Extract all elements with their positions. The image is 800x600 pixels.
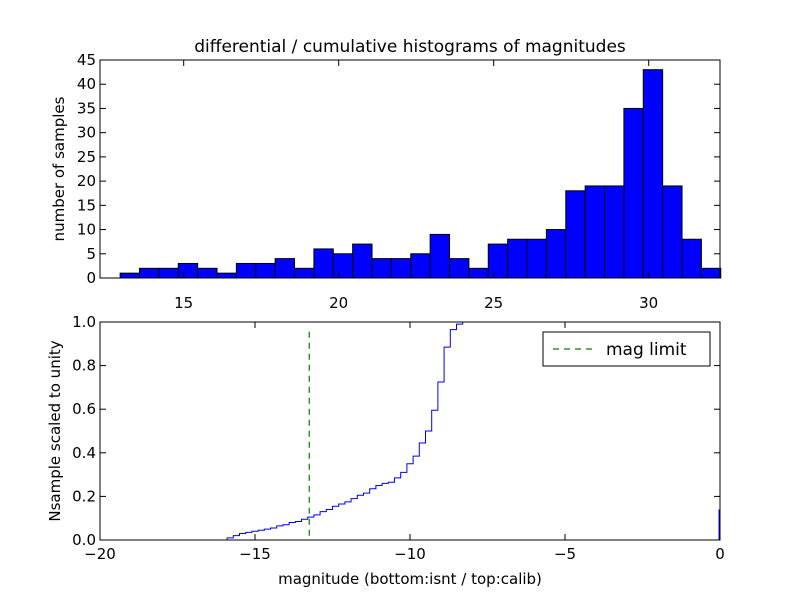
histogram-bar — [216, 272, 237, 279]
bottom-ytick-label: 1.0 — [72, 313, 96, 331]
histogram-bar — [139, 267, 160, 279]
histogram-bar — [604, 185, 625, 279]
top-ytick-label: 10 — [77, 221, 96, 239]
histogram-bar — [642, 69, 664, 279]
histogram-bar — [255, 262, 276, 279]
histogram-bar — [681, 238, 702, 279]
top-ylabel: number of samples — [50, 96, 68, 241]
bottom-ticks: 0.0 0.2 0.4 0.6 0.8 1.0 −20 −15 −10 −5 0 — [72, 313, 725, 563]
histogram-bar — [700, 267, 722, 279]
histogram-bar — [390, 258, 412, 279]
bottom-ytick-label: 0.0 — [72, 531, 96, 549]
histogram-bar — [352, 243, 373, 279]
top-ticks: 0 5 10 15 20 25 30 35 40 45 15 20 25 30 — [77, 51, 720, 312]
histogram-bar — [526, 238, 547, 279]
legend-entry-mag-limit: mag limit — [606, 340, 687, 360]
histogram-bar — [294, 267, 315, 279]
histogram-bar — [468, 267, 489, 279]
histogram-bar — [410, 253, 431, 279]
legend: mag limit — [542, 331, 711, 367]
bottom-xtick-label: −10 — [394, 545, 426, 563]
top-ytick-label: 20 — [77, 172, 96, 190]
top-ytick-label: 35 — [77, 99, 96, 117]
bottom-lines — [100, 321, 720, 541]
bottom-ytick-label: 0.2 — [72, 487, 96, 505]
histogram-bar — [545, 229, 567, 279]
top-ytick-label: 30 — [77, 124, 96, 142]
top-ytick-label: 40 — [77, 75, 96, 93]
top-bars — [119, 69, 722, 279]
bottom-xtick-label: −5 — [554, 545, 576, 563]
histogram-bar — [119, 272, 141, 279]
legend-box — [542, 331, 711, 367]
histogram-bar — [507, 238, 528, 279]
bottom-xtick-label: −20 — [84, 545, 116, 563]
cumulative-step-line — [100, 321, 472, 541]
histogram-bar — [584, 185, 606, 279]
histogram-bar — [429, 233, 451, 279]
top-ytick-label: 5 — [86, 245, 96, 263]
bottom-ylabel: Nsample scaled to unity — [46, 340, 64, 521]
histogram-bar — [449, 258, 470, 279]
top-xtick-label: 25 — [484, 294, 503, 312]
top-xtick-label: 15 — [174, 294, 193, 312]
histogram-bar — [313, 248, 334, 279]
histogram-bar — [623, 107, 644, 279]
histogram-bar — [565, 190, 586, 279]
histogram-bar — [371, 258, 392, 279]
bottom-xlabel: magnitude (bottom:isnt / top:calib) — [278, 570, 542, 588]
histogram-bar — [332, 253, 354, 279]
top-histogram-panel: differential / cumulative histograms of … — [50, 37, 722, 312]
top-ytick-label: 0 — [86, 269, 96, 287]
histogram-bar — [177, 262, 199, 279]
top-ytick-label: 15 — [77, 196, 96, 214]
bottom-xtick-label: 0 — [715, 545, 725, 563]
histogram-bar — [662, 185, 683, 279]
histogram-bar — [274, 258, 296, 279]
histogram-bar — [158, 267, 179, 279]
bottom-ytick-label: 0.6 — [72, 400, 96, 418]
histogram-bar — [487, 243, 509, 279]
bottom-ytick-label: 0.8 — [72, 357, 96, 375]
top-ytick-label: 25 — [77, 148, 96, 166]
bottom-xtick-label: −15 — [239, 545, 271, 563]
bottom-ytick-label: 0.4 — [72, 444, 96, 462]
top-xtick-label: 20 — [329, 294, 348, 312]
top-axes-frame — [99, 59, 721, 279]
histogram-bar — [235, 262, 257, 279]
chart-title: differential / cumulative histograms of … — [194, 37, 626, 57]
bottom-cumulative-panel: Nsample scaled to unity magnitude (botto… — [46, 313, 725, 588]
top-ytick-label: 45 — [77, 51, 96, 69]
histogram-bar — [197, 267, 218, 279]
top-xtick-label: 30 — [639, 294, 658, 312]
